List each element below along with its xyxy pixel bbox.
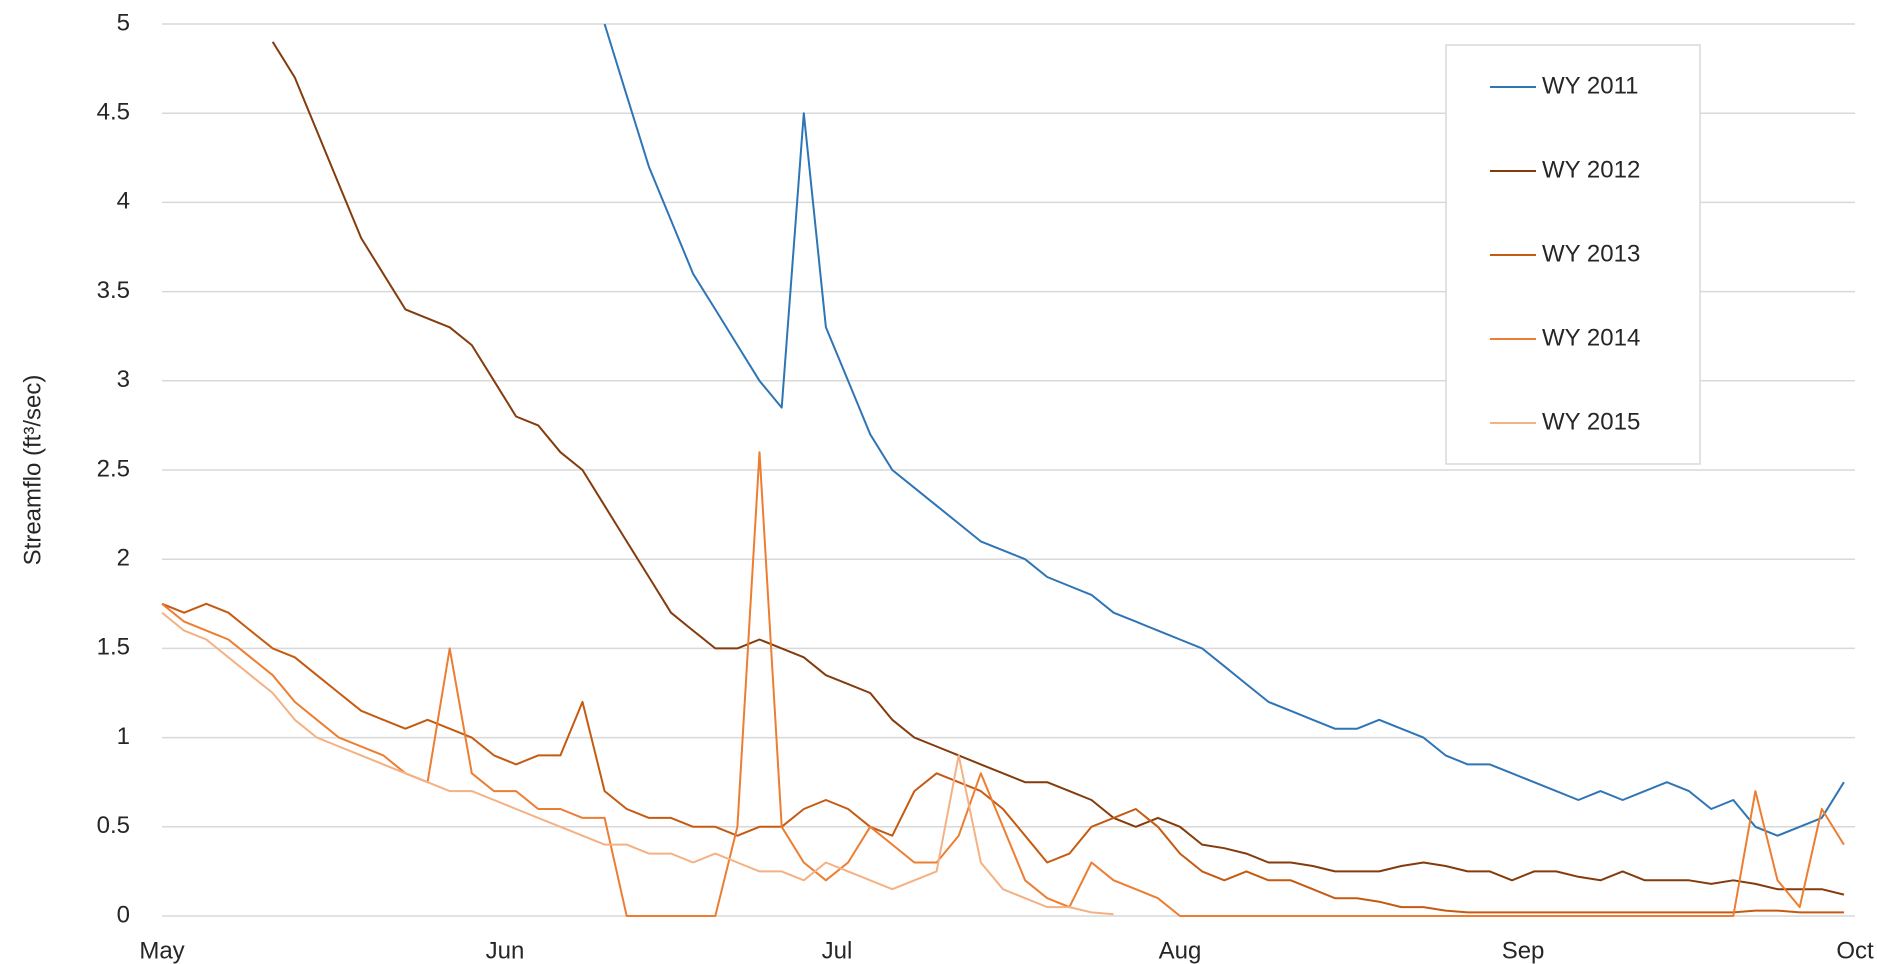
x-tick-label: Aug — [1159, 937, 1202, 964]
y-tick-label: 3 — [117, 366, 130, 393]
x-tick-label: Jun — [486, 937, 525, 964]
y-tick-label: 2.5 — [97, 455, 130, 482]
y-tick-label: 1.5 — [97, 634, 130, 661]
x-tick-label: Oct — [1836, 937, 1874, 964]
series-line — [271, 41, 1845, 896]
legend-label: WY 2013 — [1542, 240, 1640, 267]
y-tick-label: 0.5 — [97, 812, 130, 839]
y-tick-label: 3.5 — [97, 277, 130, 304]
legend-label: WY 2014 — [1542, 324, 1640, 351]
y-tick-label: 4 — [117, 188, 130, 215]
legend-label: WY 2012 — [1542, 156, 1640, 183]
y-tick-label: 5 — [117, 9, 130, 36]
series-line — [161, 451, 1845, 917]
series-line — [161, 602, 1844, 914]
y-tick-label: 4.5 — [97, 99, 130, 126]
series-line — [161, 611, 1114, 916]
series-line — [603, 23, 1845, 837]
y-tick-label: 1 — [117, 723, 130, 750]
x-tick-label: Sep — [1502, 937, 1545, 964]
y-tick-label: 0 — [117, 901, 130, 928]
y-axis-title: Streamflo (ft³/sec) — [19, 375, 46, 566]
x-tick-label: May — [139, 937, 184, 964]
x-tick-label: Jul — [822, 937, 853, 964]
legend-label: WY 2015 — [1542, 408, 1640, 435]
y-tick-label: 2 — [117, 545, 130, 572]
legend-label: WY 2011 — [1542, 72, 1639, 99]
legend-box — [1445, 44, 1701, 465]
